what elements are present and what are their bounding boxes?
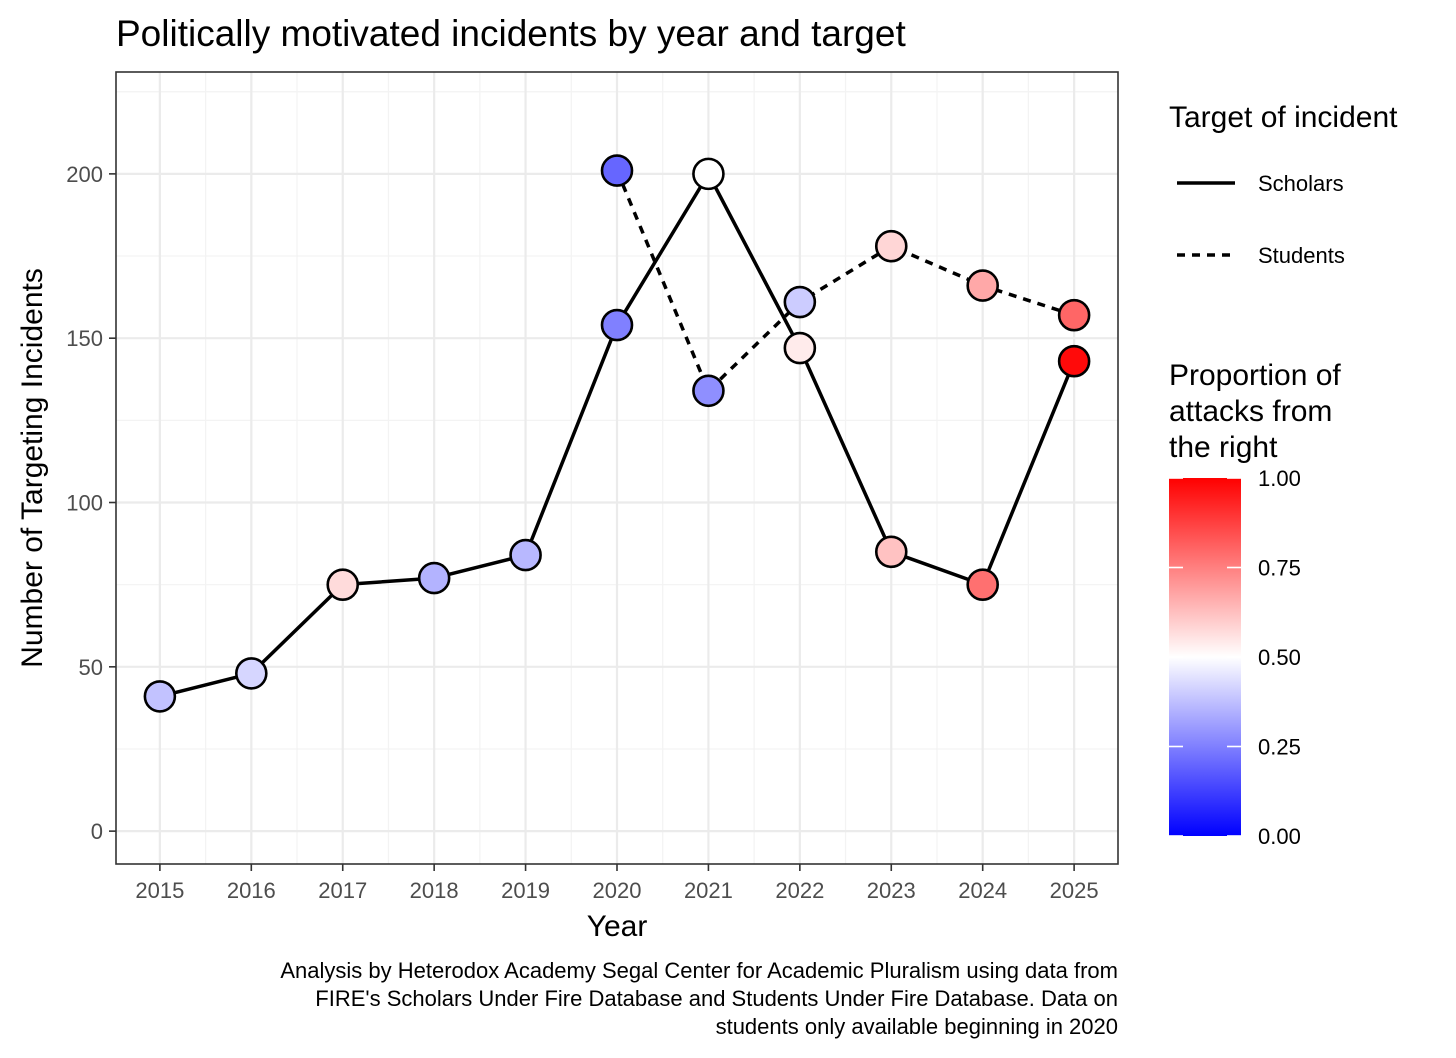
data-point-scholars bbox=[783, 331, 817, 365]
x-tick-label: 2021 bbox=[684, 878, 733, 903]
data-point-students bbox=[783, 285, 817, 319]
legend-color-title: Proportion of attacks from the right bbox=[1169, 359, 1349, 464]
data-point-students bbox=[1057, 298, 1091, 332]
legend-color: Proportion of attacks from the right 1.0… bbox=[1169, 359, 1349, 849]
plot-panel bbox=[115, 71, 1119, 865]
data-point-scholars bbox=[600, 308, 634, 342]
legend-scholars-label: Scholars bbox=[1258, 171, 1344, 196]
series-points bbox=[143, 154, 1091, 713]
data-point-scholars bbox=[509, 538, 542, 572]
x-tick-label: 2022 bbox=[775, 878, 824, 903]
y-axis: 0 50 100 150 200 bbox=[66, 162, 116, 844]
y-tick-label: 50 bbox=[79, 655, 103, 680]
x-tick-label: 2024 bbox=[958, 878, 1007, 903]
data-point-scholars bbox=[326, 568, 360, 601]
y-tick-label: 100 bbox=[66, 491, 103, 516]
caption-line-1: Analysis by Heterodox Academy Segal Cent… bbox=[280, 958, 1118, 983]
x-tick-label: 2019 bbox=[501, 878, 550, 903]
x-tick-label: 2017 bbox=[318, 878, 367, 903]
legend-color-title-line-3: the right bbox=[1169, 431, 1278, 464]
x-tick-label: 2018 bbox=[410, 878, 459, 903]
colorbar-tick-label: 1.00 bbox=[1258, 466, 1301, 491]
colorbar-tick-label: 0.25 bbox=[1258, 735, 1301, 760]
legend-students-label: Students bbox=[1258, 243, 1345, 268]
chart-title: Politically motivated incidents by year … bbox=[116, 13, 906, 54]
y-tick-label: 150 bbox=[66, 326, 103, 351]
y-tick-label: 0 bbox=[91, 819, 103, 844]
data-point-students bbox=[966, 269, 999, 302]
x-tick-label: 2016 bbox=[227, 878, 276, 903]
y-tick-label: 200 bbox=[66, 162, 103, 187]
colorbar-tick-label: 0.00 bbox=[1258, 824, 1301, 849]
x-axis-title: Year bbox=[587, 910, 648, 943]
x-tick-label: 2025 bbox=[1050, 878, 1099, 903]
colorbar-tick-label: 0.75 bbox=[1258, 556, 1301, 581]
data-point-scholars bbox=[417, 561, 451, 595]
x-tick-label: 2015 bbox=[135, 878, 184, 903]
caption-line-3: students only available beginning in 202… bbox=[716, 1014, 1118, 1039]
data-point-scholars bbox=[235, 657, 268, 690]
data-point-students bbox=[600, 154, 634, 187]
data-point-scholars bbox=[1057, 344, 1091, 378]
colorbar-ticks: 1.00 0.75 0.50 0.25 0.00 bbox=[1169, 466, 1301, 849]
data-point-scholars bbox=[143, 680, 177, 713]
data-point-scholars bbox=[966, 568, 999, 601]
y-axis-title: Number of Targeting Incidents bbox=[16, 268, 49, 668]
data-point-scholars bbox=[692, 157, 725, 191]
data-point-scholars bbox=[874, 535, 908, 569]
caption-line-2: FIRE's Scholars Under Fire Database and … bbox=[315, 986, 1118, 1011]
gridlines bbox=[116, 72, 1118, 864]
caption: Analysis by Heterodox Academy Segal Cent… bbox=[280, 958, 1118, 1039]
legend-linetype-title: Target of incident bbox=[1169, 101, 1398, 134]
x-axis: 2015 2016 2017 2018 2019 2020 2021 2022 2023 2024… bbox=[135, 864, 1099, 903]
data-point-students bbox=[692, 374, 725, 408]
data-point-students bbox=[874, 229, 908, 263]
x-tick-label: 2020 bbox=[593, 878, 642, 903]
x-tick-label: 2023 bbox=[867, 878, 916, 903]
legend-color-title-line-1: Proportion of bbox=[1169, 359, 1341, 392]
legend-linetype: Target of incident Scholars Students bbox=[1169, 101, 1398, 268]
colorbar-tick-label: 0.50 bbox=[1258, 645, 1301, 670]
legend-color-title-line-2: attacks from bbox=[1169, 395, 1332, 428]
